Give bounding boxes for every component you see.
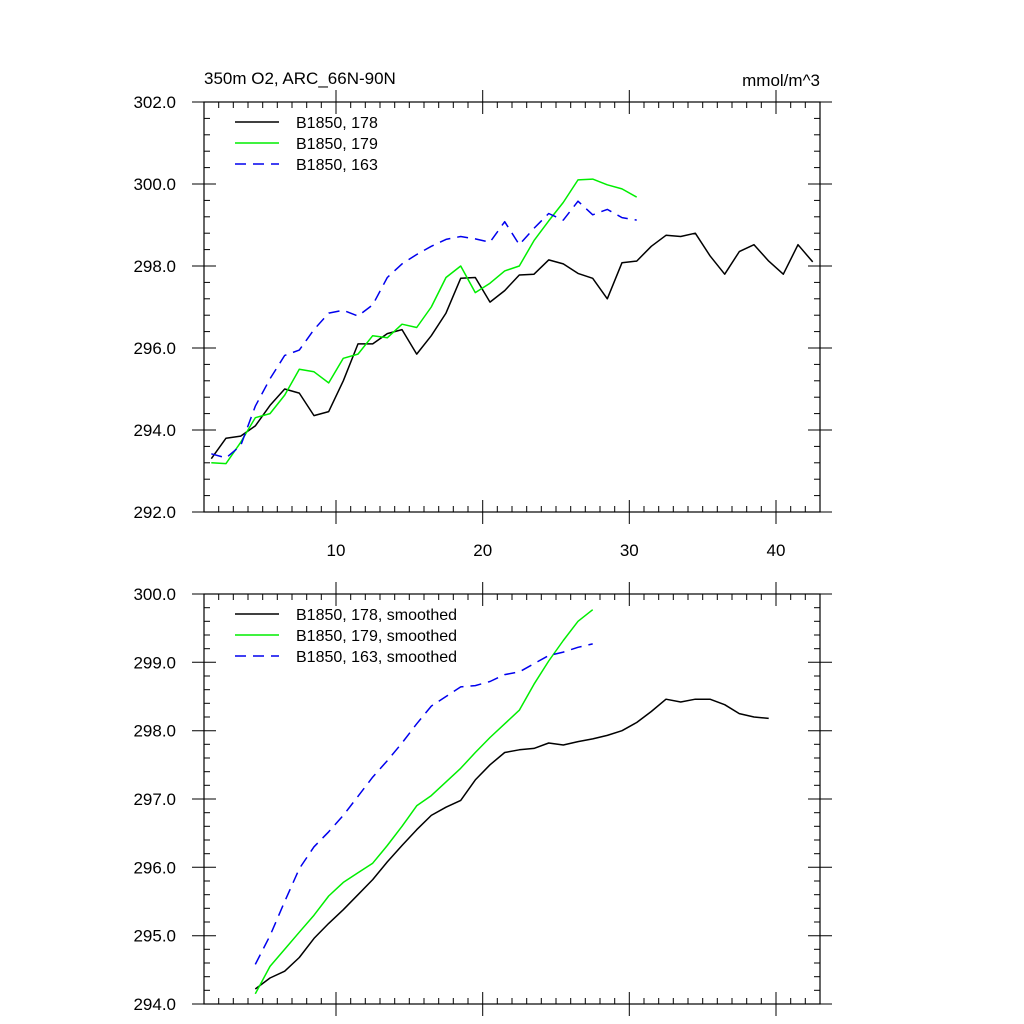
top-legend: B1850, 178 B1850, 179 B1850, 163 — [235, 115, 378, 174]
bottom-plot-frame — [203, 593, 821, 1005]
top-y-tick-label: 298.0 — [133, 257, 176, 276]
top-legend-label-1: B1850, 178 — [296, 115, 378, 132]
bottom-y-tick-label: 294.0 — [133, 995, 176, 1014]
bottom-legend-label-1: B1850, 178, smoothed — [296, 607, 457, 624]
bottom-y-tick-label: 299.0 — [133, 653, 176, 672]
bottom-series-line-2 — [254, 609, 594, 995]
top-y-tick-label: 296.0 — [133, 339, 176, 358]
top-series-line-1 — [210, 232, 814, 460]
top-x-tick-label: 40 — [767, 541, 786, 560]
bottom-y-tick-label: 300.0 — [133, 585, 176, 604]
bottom-y-tick-label: 295.0 — [133, 927, 176, 946]
panel-top: 350m O2, ARC_66N-90N mmol/m^3 10 20 30 40 29… — [133, 69, 832, 560]
top-y-tick-label: 294.0 — [133, 421, 176, 440]
top-y-tick-label: 300.0 — [133, 175, 176, 194]
top-y-tick-label: 292.0 — [133, 503, 176, 522]
top-series-line-2 — [211, 178, 638, 465]
top-legend-label-2: B1850, 179 — [296, 136, 378, 153]
top-series — [210, 178, 814, 465]
bottom-legend-label-3: B1850, 163, smoothed — [296, 649, 457, 666]
bottom-series — [254, 609, 769, 995]
top-y-tick-label: 302.0 — [133, 93, 176, 112]
bottom-y-tick-label: 296.0 — [133, 858, 176, 877]
top-x-tick-label: 20 — [473, 541, 492, 560]
panel-title: 350m O2, ARC_66N-90N — [204, 69, 396, 88]
bottom-series-line-3 — [254, 643, 593, 965]
top-ticks: 10 20 30 40 292.0 294.0 296.0 298.0 300.0 302.0 — [133, 90, 832, 560]
panel-bottom: 294.0 295.0 296.0 297.0 298.0 299.0 300.0 B185… — [133, 582, 832, 1016]
bottom-y-tick-label: 297.0 — [133, 790, 176, 809]
bottom-legend-label-2: B1850, 179, smoothed — [296, 628, 457, 645]
top-x-tick-label: 30 — [620, 541, 639, 560]
top-legend-label-3: B1850, 163 — [296, 157, 378, 174]
bottom-series-line-1 — [254, 698, 769, 990]
top-series-line-3 — [211, 200, 637, 459]
units-label: mmol/m^3 — [742, 71, 820, 90]
bottom-ticks: 294.0 295.0 296.0 297.0 298.0 299.0 300.0 — [133, 582, 832, 1016]
top-plot-frame — [203, 101, 821, 513]
top-x-tick-label: 10 — [327, 541, 346, 560]
bottom-legend: B1850, 178, smoothed B1850, 179, smoothed… — [235, 607, 457, 666]
bottom-y-tick-label: 298.0 — [133, 722, 176, 741]
